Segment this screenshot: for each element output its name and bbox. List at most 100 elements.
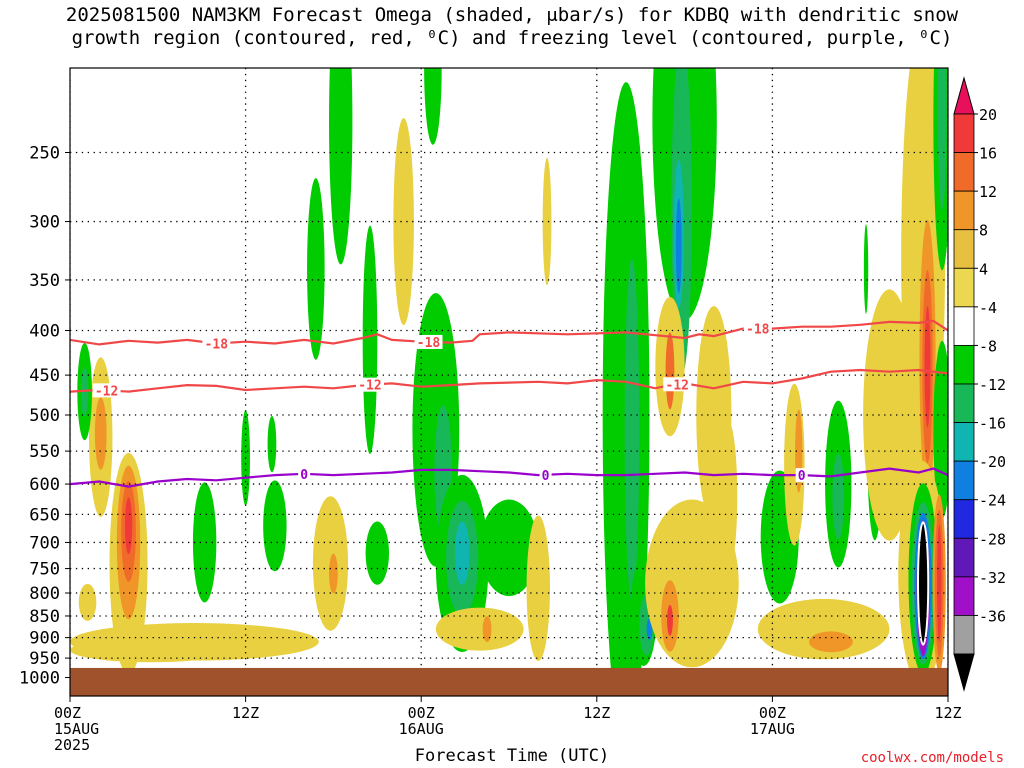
- chart-title-line1: 2025081500 NAM3KM Forecast Omega (shaded…: [65, 4, 959, 26]
- omega-region-66: [937, 68, 947, 211]
- contour-label-2-0: 0: [300, 468, 308, 483]
- colorbar-label-5: -4: [979, 299, 997, 317]
- colorbar-top-arrow: [953, 76, 975, 115]
- colorbar-swatch-8: [953, 383, 975, 423]
- omega-region-14: [267, 416, 277, 473]
- omega-region-28: [435, 607, 524, 651]
- y-tick-label-500: 500: [29, 406, 60, 426]
- omega-region-26: [454, 521, 470, 585]
- contour-label-bg-1-1: [355, 377, 384, 392]
- colorbar-bottom-arrow: [953, 653, 975, 692]
- colorbar-label-2: 12: [979, 183, 997, 201]
- omega-region-21: [365, 521, 390, 585]
- omega-region-57: [863, 224, 869, 314]
- contour-line-2: [70, 467, 948, 488]
- omega-region-1: [94, 397, 107, 470]
- omega-region-16: [329, 553, 338, 594]
- contour-label-bg-2-0: [298, 466, 311, 481]
- y-tick-label-850: 850: [29, 607, 60, 627]
- colorbar-swatch-14: [953, 615, 975, 655]
- omega-region-18: [307, 178, 325, 360]
- contour-label-2-2: 0: [798, 469, 806, 484]
- x-tick-label-3: 12Z: [583, 704, 610, 722]
- omega-region-7: [124, 497, 133, 555]
- colorbar-swatch-3: [953, 190, 975, 231]
- colorbar-label-4: 4: [979, 260, 988, 278]
- colorbar-swatch-6: [953, 306, 975, 346]
- contour-line-1: [70, 368, 948, 393]
- omega-region-48: [719, 422, 738, 571]
- credit-text: coolwx.com/models: [860, 750, 1004, 766]
- y-tick-label-950: 950: [29, 649, 60, 669]
- omega-region-34: [624, 258, 640, 601]
- y-tick-label-250: 250: [29, 144, 60, 164]
- colorbar-label-10: -24: [979, 492, 1006, 510]
- omega-region-8: [78, 583, 97, 621]
- colorbar-label-9: -20: [979, 453, 1006, 471]
- omega-region-32: [542, 157, 552, 286]
- colorbar-label-13: -36: [979, 607, 1006, 625]
- colorbar-label-7: -12: [979, 376, 1006, 394]
- colorbar-label-3: 8: [979, 222, 988, 240]
- omega-region-38: [675, 198, 682, 294]
- omega-region-20: [362, 225, 378, 455]
- omega-region-29: [482, 616, 492, 643]
- contour-lines: -18 -18 -18 -12 -12 -12 0 0 0: [70, 319, 948, 488]
- y-tick-label-750: 750: [29, 560, 60, 580]
- colorbar-swatch-11: [953, 499, 975, 539]
- omega-region-19: [393, 118, 414, 326]
- omega-region-54: [757, 598, 890, 660]
- colorbar-swatch-4: [953, 229, 975, 269]
- x-tick-date-0: 15AUG: [54, 720, 99, 738]
- colorbar-swatch-13: [953, 576, 975, 616]
- colorbar: 20 16 12 8 4 -4 -8 -12 -16 -20 -24 -28 -32 -36: [953, 76, 1006, 692]
- colorbar-label-8: -16: [979, 415, 1006, 433]
- omega-region-31: [526, 515, 550, 662]
- colorbar-label-11: -28: [979, 530, 1006, 548]
- contour-label-bg-1-2: [663, 377, 692, 392]
- x-tick-year-0: 2025: [54, 736, 90, 754]
- contour-label-1-1: -12: [358, 379, 381, 394]
- y-tick-label-650: 650: [29, 505, 60, 525]
- colorbar-swatch-2: [953, 152, 975, 192]
- contour-label-bg-0-1: [414, 334, 443, 349]
- x-tick-label-5: 12Z: [934, 704, 961, 722]
- y-tick-label-300: 300: [29, 213, 60, 233]
- x-tick-label-2: 00Z: [408, 704, 435, 722]
- y-tick-label-900: 900: [29, 629, 60, 649]
- contour-label-0-0: -18: [205, 338, 229, 353]
- colorbar-label-12: -32: [979, 569, 1006, 587]
- contour-label-bg-0-0: [202, 336, 231, 351]
- chart-title-line2: growth region (contoured, red, ⁰C) and f…: [71, 27, 953, 49]
- omega-region-75: [937, 524, 942, 643]
- contour-label-bg-1-0: [92, 383, 121, 398]
- x-tick-label-4: 00Z: [759, 704, 786, 722]
- colorbar-label-6: -8: [979, 337, 997, 355]
- x-axis-title: Forecast Time (UTC): [414, 746, 610, 766]
- y-tick-label-600: 600: [29, 475, 60, 495]
- contour-label-1-0: -12: [95, 384, 118, 399]
- y-tick-label-350: 350: [29, 271, 60, 291]
- contour-label-0-1: -18: [417, 336, 441, 351]
- y-tick-label-1000: 1000: [19, 669, 60, 689]
- colorbar-swatch-7: [953, 345, 975, 385]
- omega-region-30: [424, 68, 442, 145]
- colorbar-swatch-10: [953, 460, 975, 501]
- y-tick-label-400: 400: [29, 322, 60, 342]
- omega-region-58: [863, 289, 916, 541]
- contour-label-2-1: 0: [542, 469, 550, 484]
- omega-region-44: [667, 604, 673, 636]
- omega-region-17: [329, 68, 353, 265]
- omega-region-11: [192, 482, 217, 603]
- y-tick-label-800: 800: [29, 584, 60, 604]
- omega-region-10: [70, 637, 231, 663]
- x-tick-date-2: 16AUG: [399, 720, 444, 738]
- x-tick-label-1: 12Z: [232, 704, 259, 722]
- contour-label-bg-0-2: [743, 321, 772, 336]
- omega-region-63: [924, 305, 931, 428]
- y-tick-label-700: 700: [29, 533, 60, 553]
- omega-region-13: [263, 480, 287, 572]
- colorbar-swatch-12: [953, 537, 975, 578]
- contour-label-bg-2-2: [795, 468, 808, 483]
- contour-label-1-2: -12: [666, 378, 689, 393]
